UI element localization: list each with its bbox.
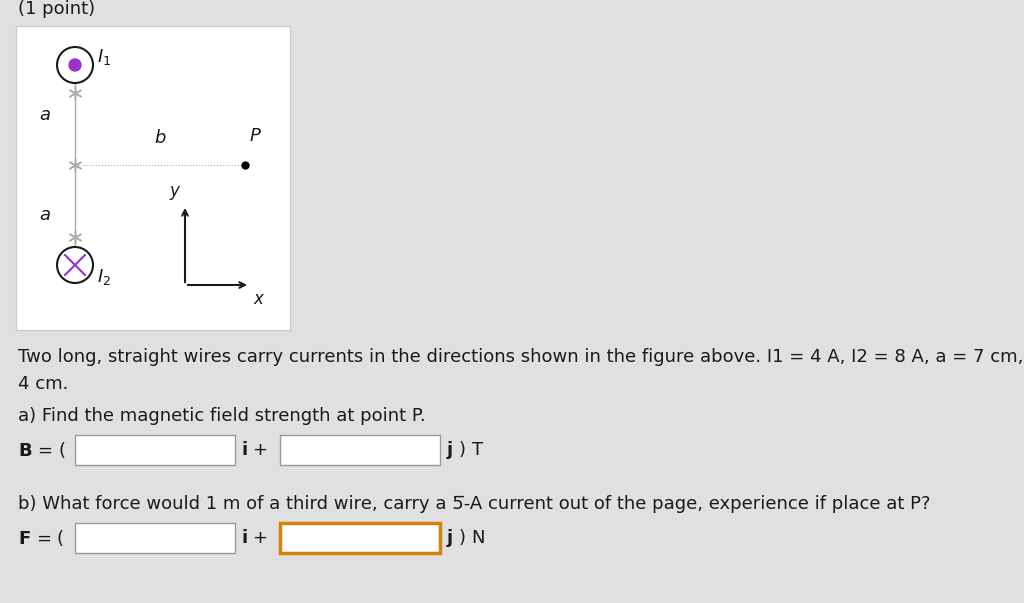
- Circle shape: [57, 247, 93, 283]
- Text: a) Find the magnetic field strength at point P.: a) Find the magnetic field strength at p…: [18, 407, 426, 425]
- Text: $a$: $a$: [39, 206, 51, 224]
- Text: 2.585E-5: 2.585E-5: [83, 441, 157, 459]
- FancyBboxPatch shape: [75, 435, 234, 465]
- Text: $b$: $b$: [154, 129, 166, 147]
- Text: $I_1$: $I_1$: [97, 47, 112, 67]
- FancyBboxPatch shape: [280, 435, 440, 465]
- FancyBboxPatch shape: [75, 523, 234, 553]
- Circle shape: [69, 59, 81, 71]
- Text: 4 cm.: 4 cm.: [18, 375, 69, 393]
- Text: $\mathbf{j}$ ) T: $\mathbf{j}$ ) T: [446, 439, 484, 461]
- Text: $I_2$: $I_2$: [97, 267, 111, 287]
- Text: $x$: $x$: [253, 290, 265, 308]
- Text: -0.492E-5: -0.492E-5: [288, 441, 368, 459]
- Text: (1 point): (1 point): [18, 0, 95, 18]
- Text: $a$: $a$: [39, 106, 51, 124]
- Text: b) What force would 1 m of a third wire, carry a 5̅-A current out of the page, e: b) What force would 1 m of a third wire,…: [18, 495, 931, 513]
- FancyBboxPatch shape: [16, 26, 290, 330]
- Text: $\mathbf{j}$ ) N: $\mathbf{j}$ ) N: [446, 527, 485, 549]
- Circle shape: [57, 47, 93, 83]
- Text: $\mathbf{i}$ +: $\mathbf{i}$ +: [241, 441, 268, 459]
- Text: $\mathbf{i}$ +: $\mathbf{i}$ +: [241, 529, 268, 547]
- Text: $\mathbf{F}$ = (: $\mathbf{F}$ = (: [18, 528, 65, 548]
- Text: $P$: $P$: [249, 127, 262, 145]
- Text: $y$: $y$: [169, 184, 181, 202]
- Text: $\mathbf{B}$ = (: $\mathbf{B}$ = (: [18, 440, 66, 460]
- Text: Two long, straight wires carry currents in the directions shown in the figure ab: Two long, straight wires carry currents …: [18, 348, 1024, 366]
- FancyBboxPatch shape: [280, 523, 440, 553]
